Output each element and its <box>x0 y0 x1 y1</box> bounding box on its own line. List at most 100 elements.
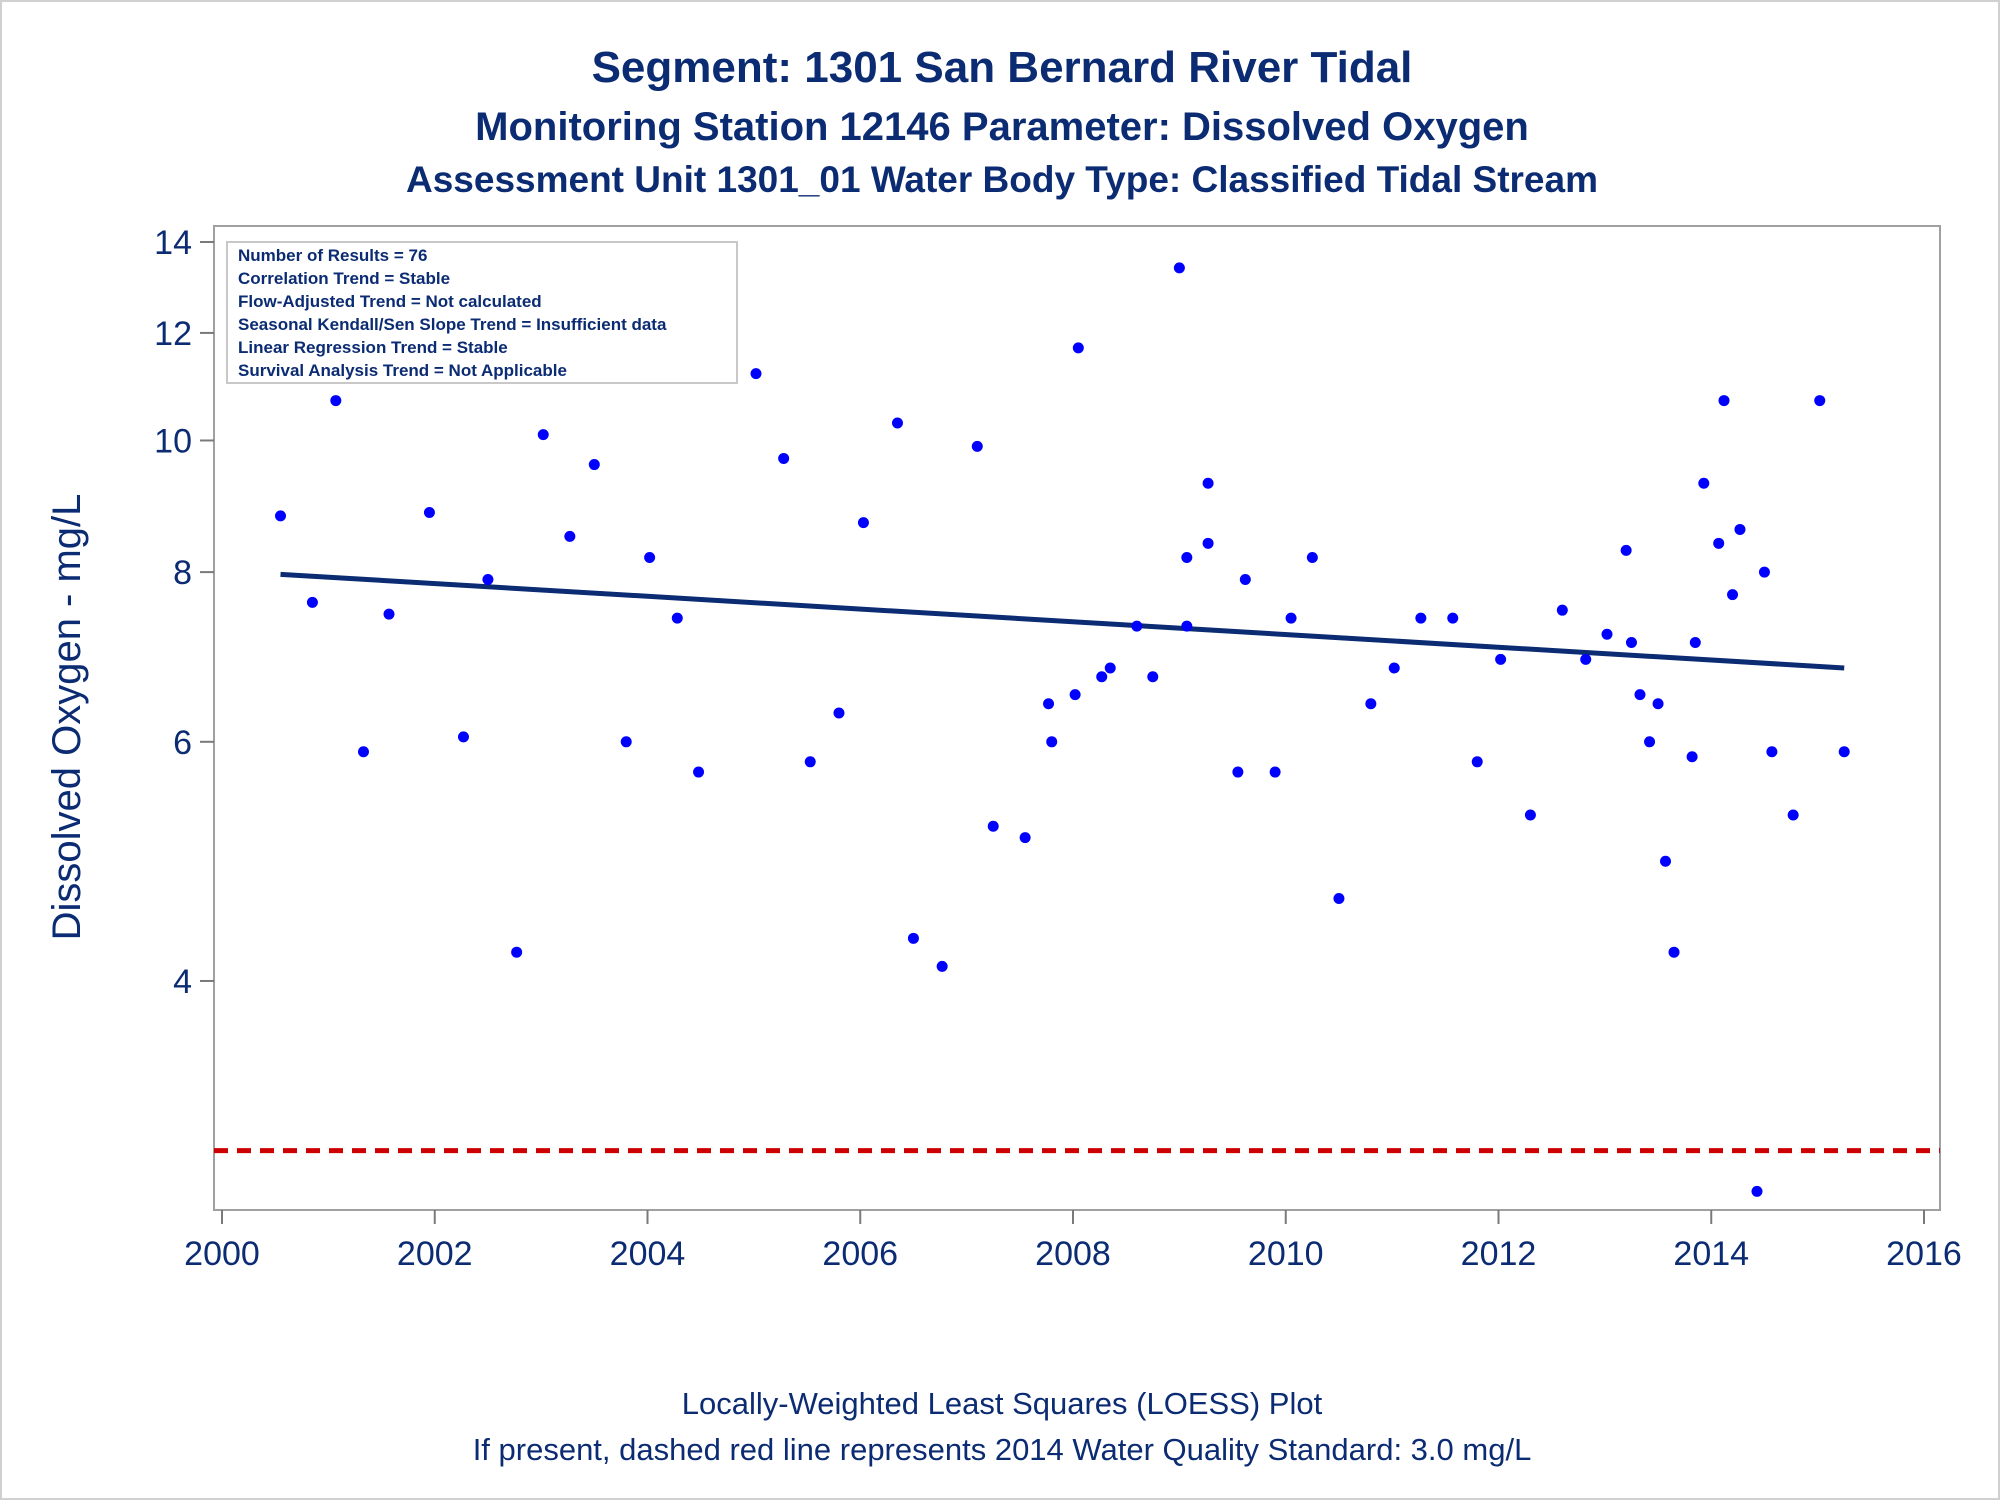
x-tick-label: 2010 <box>1248 1235 1324 1273</box>
data-points <box>275 262 1850 1197</box>
data-point <box>1601 628 1613 640</box>
data-point <box>1686 751 1698 763</box>
data-point <box>1181 552 1193 564</box>
x-tick-label: 2016 <box>1886 1235 1962 1273</box>
data-point <box>1698 477 1710 489</box>
chart-title: Segment: 1301 San Bernard River Tidal <box>592 43 1413 92</box>
data-point <box>457 731 469 743</box>
stats-line-linear-regression: Linear Regression Trend = Stable <box>238 338 508 357</box>
data-point <box>1104 662 1116 674</box>
stats-line-flow-adjusted: Flow-Adjusted Trend = Not calculated <box>238 292 542 311</box>
data-point <box>1131 620 1143 632</box>
x-tick-label: 2002 <box>397 1235 473 1273</box>
data-point <box>1652 698 1664 710</box>
trend-line <box>280 571 1845 671</box>
trend-line-group <box>280 571 1845 671</box>
data-point <box>1634 689 1646 701</box>
data-point <box>383 608 395 620</box>
data-point <box>644 552 656 564</box>
data-point <box>1625 637 1637 649</box>
data-point <box>1202 537 1214 549</box>
chart-subtitle-2: Assessment Unit 1301_01 Water Body Type:… <box>406 159 1598 200</box>
plot-area <box>213 225 1941 1211</box>
data-point <box>1447 612 1459 624</box>
data-point <box>1758 566 1770 578</box>
chart-subtitle: Monitoring Station 12146 Parameter: Diss… <box>475 105 1529 149</box>
data-point <box>833 707 845 719</box>
data-point <box>987 820 999 832</box>
y-tick-label: 8 <box>173 554 192 592</box>
data-point <box>1751 1185 1763 1197</box>
data-point <box>857 517 869 529</box>
data-point <box>1019 832 1031 844</box>
data-point <box>1365 698 1377 710</box>
data-point <box>671 612 683 624</box>
data-point <box>1269 766 1281 778</box>
data-point <box>588 459 600 471</box>
data-point <box>423 507 435 519</box>
data-point <box>907 932 919 944</box>
data-point <box>1620 544 1632 556</box>
data-point <box>1644 736 1656 748</box>
y-tick-label: 12 <box>154 315 192 353</box>
data-point <box>1096 671 1108 683</box>
data-point <box>1734 523 1746 535</box>
stats-line-survival: Survival Analysis Trend = Not Applicable <box>238 361 567 380</box>
stats-line-correlation: Correlation Trend = Stable <box>238 269 450 288</box>
data-point <box>330 395 342 407</box>
data-point <box>537 429 549 441</box>
data-point <box>693 766 705 778</box>
data-point <box>1838 746 1850 758</box>
data-point <box>1814 395 1826 407</box>
data-point <box>1580 653 1592 665</box>
data-point <box>1766 746 1778 758</box>
x-tick-label: 2012 <box>1461 1235 1537 1273</box>
data-point <box>1239 574 1251 586</box>
x-tick-label: 2014 <box>1673 1235 1749 1273</box>
data-point <box>1556 604 1568 616</box>
data-point <box>306 596 318 608</box>
x-tick-label: 2006 <box>822 1235 898 1273</box>
data-point <box>357 746 369 758</box>
y-axis: 4 6 8 10 12 14 <box>154 224 214 1001</box>
x-tick-label: 2008 <box>1035 1235 1111 1273</box>
data-point <box>1173 262 1185 274</box>
y-tick-label: 10 <box>154 422 192 460</box>
data-point <box>275 510 287 522</box>
footnote-loess: Locally-Weighted Least Squares (LOESS) P… <box>682 1386 1323 1421</box>
data-point <box>620 736 632 748</box>
data-point <box>1069 689 1081 701</box>
y-axis-label: Dissolved Oxygen - mg/L <box>45 494 89 941</box>
data-point <box>1388 662 1400 674</box>
data-point <box>1471 756 1483 768</box>
x-tick-label: 2004 <box>610 1235 686 1273</box>
data-point <box>1181 620 1193 632</box>
y-tick-label: 14 <box>154 224 192 262</box>
data-point <box>1306 552 1318 564</box>
y-tick-label: 4 <box>173 963 192 1001</box>
data-point <box>1727 589 1739 601</box>
data-point <box>1660 855 1672 867</box>
data-point <box>1333 893 1345 905</box>
data-point <box>750 368 762 380</box>
data-point <box>564 530 576 542</box>
data-point <box>804 756 816 768</box>
data-point <box>1285 612 1297 624</box>
data-point <box>1713 537 1725 549</box>
data-point <box>1495 653 1507 665</box>
data-point <box>936 960 948 972</box>
data-point <box>971 440 983 452</box>
stats-box: Number of Results = 76 Correlation Trend… <box>226 241 738 384</box>
stats-line-seasonal-kendall: Seasonal Kendall/Sen Slope Trend = Insuf… <box>238 315 667 334</box>
data-point <box>1046 736 1058 748</box>
data-point <box>482 574 494 586</box>
data-point <box>511 946 523 958</box>
data-point <box>1147 671 1159 683</box>
footnote-standard: If present, dashed red line represents 2… <box>473 1432 1532 1467</box>
data-point <box>1415 612 1427 624</box>
data-point <box>1524 809 1536 821</box>
y-tick-label: 6 <box>173 724 192 762</box>
stats-box-frame <box>226 241 738 384</box>
data-point <box>1232 766 1244 778</box>
